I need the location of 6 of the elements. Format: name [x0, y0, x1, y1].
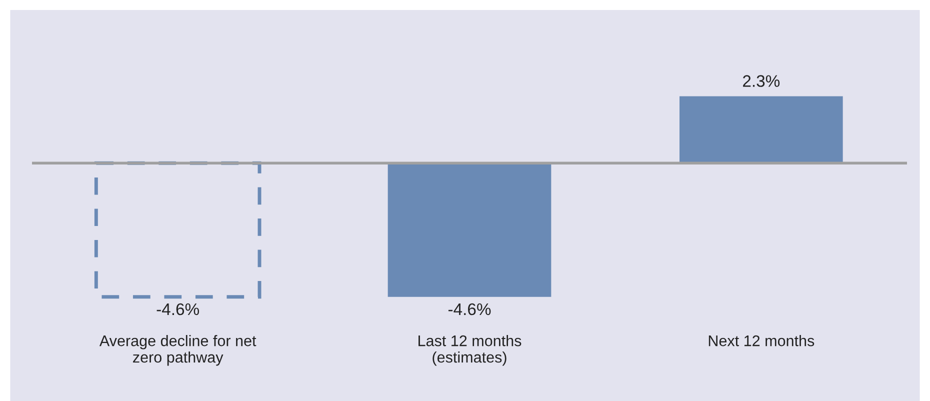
x-tick-label: Next 12 months	[708, 335, 814, 346]
data-label: 2.3%	[743, 75, 780, 87]
x-tick-label: Average decline for net zero pathway	[99, 335, 256, 366]
data-label: -4.6%	[448, 303, 491, 316]
x-tick-label: Last 12 months (estimates)	[418, 335, 522, 366]
data-label: -4.6%	[156, 303, 200, 316]
